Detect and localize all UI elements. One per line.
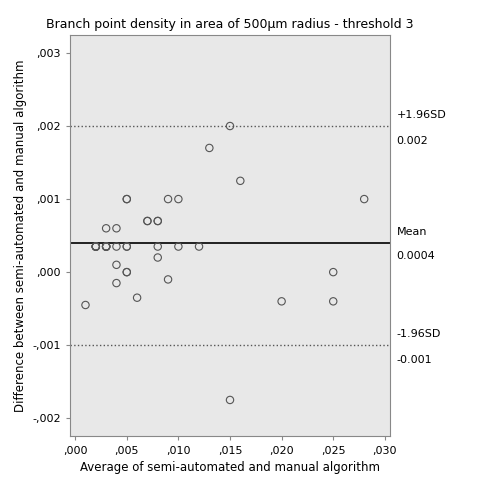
Text: -1.96SD: -1.96SD — [396, 329, 441, 339]
Point — [154, 253, 162, 261]
Point — [154, 243, 162, 250]
Point — [123, 243, 131, 250]
Point — [236, 177, 244, 185]
Point — [123, 195, 131, 203]
Point — [278, 298, 285, 306]
Text: Mean: Mean — [396, 227, 427, 237]
Title: Branch point density in area of 500μm radius - threshold 3: Branch point density in area of 500μm ra… — [46, 18, 414, 31]
Point — [360, 195, 368, 203]
Point — [112, 224, 120, 232]
Point — [123, 195, 131, 203]
Point — [92, 243, 100, 250]
Point — [174, 195, 182, 203]
Point — [226, 122, 234, 130]
Point — [102, 243, 110, 250]
Point — [329, 298, 337, 306]
Point — [92, 243, 100, 250]
Point — [226, 396, 234, 404]
Point — [123, 243, 131, 250]
Point — [92, 243, 100, 250]
Point — [206, 144, 214, 152]
Point — [154, 217, 162, 225]
Point — [102, 243, 110, 250]
Point — [92, 243, 100, 250]
Point — [112, 279, 120, 287]
Point — [112, 261, 120, 269]
Text: -0.001: -0.001 — [396, 355, 432, 365]
Point — [174, 243, 182, 250]
Point — [195, 243, 203, 250]
Point — [123, 268, 131, 276]
X-axis label: Average of semi-automated and manual algorithm: Average of semi-automated and manual alg… — [80, 461, 380, 474]
Point — [102, 224, 110, 232]
Point — [112, 243, 120, 250]
Text: +1.96SD: +1.96SD — [396, 110, 446, 120]
Text: 0.002: 0.002 — [396, 136, 428, 146]
Y-axis label: Difference between semi-automated and manual algorithm: Difference between semi-automated and ma… — [14, 60, 27, 412]
Point — [154, 217, 162, 225]
Point — [164, 195, 172, 203]
Point — [123, 268, 131, 276]
Point — [92, 243, 100, 250]
Point — [102, 243, 110, 250]
Point — [164, 275, 172, 283]
Point — [102, 243, 110, 250]
Point — [133, 294, 141, 302]
Point — [144, 217, 152, 225]
Text: 0.0004: 0.0004 — [396, 251, 435, 261]
Point — [144, 217, 152, 225]
Point — [102, 243, 110, 250]
Point — [82, 301, 90, 309]
Point — [329, 268, 337, 276]
